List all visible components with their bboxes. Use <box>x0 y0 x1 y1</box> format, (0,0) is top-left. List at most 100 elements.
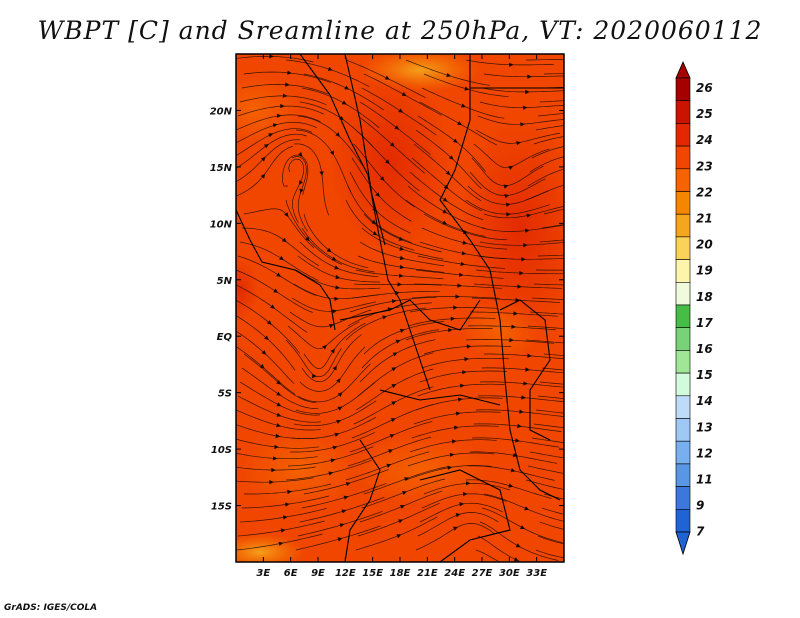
streamline-arrow <box>260 156 266 162</box>
streamline-arrow <box>276 402 282 407</box>
lon-tick-label: 27E <box>472 568 493 579</box>
streamline-arrow <box>575 442 580 446</box>
streamline-arrow <box>344 85 350 90</box>
streamline-arrow <box>516 141 521 146</box>
streamline <box>475 549 501 562</box>
streamline-arrow <box>577 427 582 431</box>
streamline-arrow <box>586 501 591 505</box>
colorbar-label: 24 <box>696 133 713 147</box>
streamline-arrow <box>573 457 578 461</box>
streamline-arrow <box>517 284 522 289</box>
streamline-arrow <box>276 391 282 396</box>
streamline <box>533 283 564 286</box>
streamline-arrow <box>455 411 461 416</box>
colorbar-swatch <box>675 395 691 419</box>
streamline-arrow <box>260 173 266 179</box>
streamline <box>525 479 564 490</box>
streamline-arrow <box>506 212 511 217</box>
streamline-arrow <box>513 557 519 562</box>
streamline-arrow <box>322 344 327 350</box>
streamline-arrow <box>297 152 303 157</box>
lon-tick-label: 33E <box>526 568 547 579</box>
streamline-arrow <box>455 294 460 299</box>
streamline-arrow <box>282 93 288 98</box>
streamline-arrow <box>279 255 284 261</box>
streamline-arrow <box>568 488 573 492</box>
streamline-arrow <box>504 194 510 199</box>
streamline-arrow <box>505 202 511 207</box>
streamline-arrow <box>511 324 516 329</box>
lon-tick-label: 12E <box>335 568 356 579</box>
colorbar-label: 9 <box>696 499 704 513</box>
colorbar-label: 17 <box>696 316 713 330</box>
colorbar-label: 7 <box>696 525 705 539</box>
streamline-arrow <box>453 526 458 531</box>
lon-tick-label: 21E <box>417 568 438 579</box>
streamline-arrow <box>509 62 514 67</box>
streamline-arrow <box>319 171 324 176</box>
streamline-arrow <box>341 509 347 514</box>
streamline-arrow <box>527 353 532 358</box>
streamline-arrow <box>577 283 582 287</box>
streamline-arrow <box>581 252 586 256</box>
streamline-arrow <box>580 545 585 549</box>
lon-tick-label: 3E <box>256 568 270 579</box>
streamline-arrow <box>447 465 453 470</box>
streamline <box>533 423 564 429</box>
streamline-arrow <box>578 558 583 562</box>
streamline-arrow <box>515 297 520 303</box>
streamline-arrow <box>372 231 378 236</box>
streamline-arrow <box>391 367 397 372</box>
streamline-arrow <box>442 209 448 214</box>
streamline-arrow <box>263 144 269 149</box>
streamline-arrow <box>464 357 469 362</box>
streamline-arrow <box>583 236 588 240</box>
streamline-arrow <box>527 74 532 79</box>
streamline-arrow <box>569 153 574 157</box>
colorbar-label: 21 <box>696 212 713 226</box>
colorbar-swatch <box>675 123 691 147</box>
colorbar-swatch <box>675 304 691 329</box>
streamline <box>537 535 564 545</box>
streamline-arrow <box>398 236 404 241</box>
streamline-arrow <box>517 423 522 429</box>
streamline-arrow <box>466 344 472 349</box>
streamline-arrow <box>332 365 337 371</box>
streamline-arrow <box>282 515 288 520</box>
grads-credit: GrADS: IGES/COLA <box>4 603 98 613</box>
streamline-arrow <box>585 220 590 224</box>
streamline-arrow <box>271 467 276 473</box>
streamline-arrow <box>524 228 530 233</box>
streamline-arrow <box>461 103 466 108</box>
chart-title: WBPT [C] and Sreamline at 250hPa, VT: 20… <box>37 16 763 45</box>
streamline-arrow <box>524 506 530 511</box>
colorbar-label: 15 <box>696 368 713 382</box>
streamline-arrow <box>268 133 274 138</box>
colorbar-swatch <box>675 281 691 306</box>
colorbar-label: 14 <box>696 394 713 408</box>
streamline-arrow <box>573 142 578 146</box>
streamline <box>531 437 564 443</box>
streamline-arrow <box>386 463 392 468</box>
streamline-arrow <box>276 380 281 385</box>
streamline-arrow <box>332 445 338 450</box>
colorbar-swatch <box>675 236 691 260</box>
streamline-arrow <box>264 335 269 341</box>
lat-tick-label: EQ <box>217 332 233 343</box>
streamline-arrow <box>278 541 284 546</box>
streamline-arrow <box>503 184 509 189</box>
colorbar-swatch <box>675 508 691 533</box>
streamline-arrow <box>330 348 335 354</box>
streamline-arrow <box>398 519 404 524</box>
streamline-arrow <box>580 268 585 272</box>
streamline-arrow <box>460 261 466 267</box>
streamline-arrow <box>276 412 282 417</box>
colorbar-label: 16 <box>696 342 713 356</box>
streamline-arrow <box>276 423 282 428</box>
streamline-arrow <box>335 285 340 290</box>
wbpt-shading <box>236 54 564 562</box>
streamline-arrow <box>570 473 575 477</box>
streamline-arrow <box>523 381 528 386</box>
streamline-arrow <box>575 298 580 302</box>
